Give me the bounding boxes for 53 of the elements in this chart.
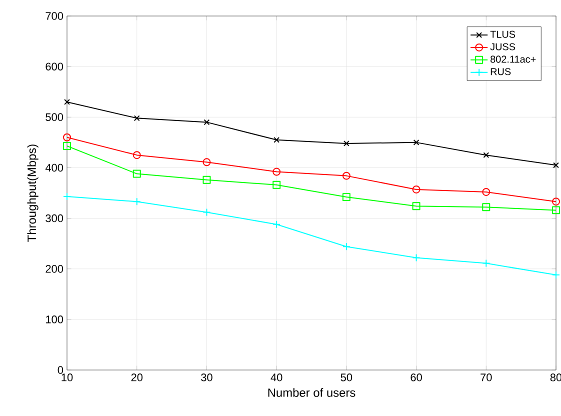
point (202, 158, 211, 166)
point (343, 140, 350, 146)
point (272, 180, 281, 189)
y-tick-label: 300 (46, 214, 64, 222)
point (412, 254, 420, 262)
point (482, 188, 490, 196)
point (552, 198, 560, 206)
point (134, 115, 140, 122)
x-tick-label: 50 (340, 374, 352, 382)
point (272, 168, 281, 176)
y-tick-label: 400 (45, 164, 64, 172)
point (483, 152, 490, 158)
point (412, 185, 420, 194)
y-tick-label: 100 (46, 316, 64, 324)
point (274, 136, 280, 143)
point (413, 139, 420, 146)
y-axis-title: Throughput(Mbps) (27, 144, 38, 242)
point (553, 162, 559, 168)
y-tick-label: 700 (46, 12, 64, 20)
legend-label: TLUS (490, 30, 516, 38)
y-tick-label: 600 (46, 62, 64, 70)
legend-label: 802.11ac+ (490, 56, 536, 63)
x-tick-label: 10 (62, 374, 73, 382)
y-tick-label: 500 (46, 113, 64, 122)
point (482, 203, 490, 212)
point (552, 270, 560, 279)
point (132, 151, 141, 160)
point (202, 176, 211, 184)
legend-label: RUS (490, 68, 511, 76)
point (202, 208, 211, 216)
point (412, 202, 420, 210)
x-tick-label: 70 (480, 374, 492, 382)
point (204, 119, 210, 126)
y-tick-label: 0 (58, 366, 64, 374)
x-tick-label: 40 (270, 374, 282, 382)
point (272, 220, 281, 228)
point (63, 142, 71, 150)
x-tick-label: 60 (410, 374, 422, 382)
point (342, 172, 350, 180)
x-tick-label: 20 (131, 374, 143, 382)
point (63, 133, 71, 142)
x-tick-label: 30 (201, 374, 212, 382)
point (132, 198, 141, 206)
legend-label: JUSS (490, 43, 516, 50)
point (342, 193, 350, 202)
y-tick-label: 200 (46, 264, 64, 273)
point (132, 170, 141, 178)
point (552, 206, 560, 214)
point (342, 242, 350, 251)
x-axis-title: Number of users (268, 388, 356, 397)
point (63, 192, 71, 201)
point (482, 259, 490, 268)
point (64, 99, 70, 105)
